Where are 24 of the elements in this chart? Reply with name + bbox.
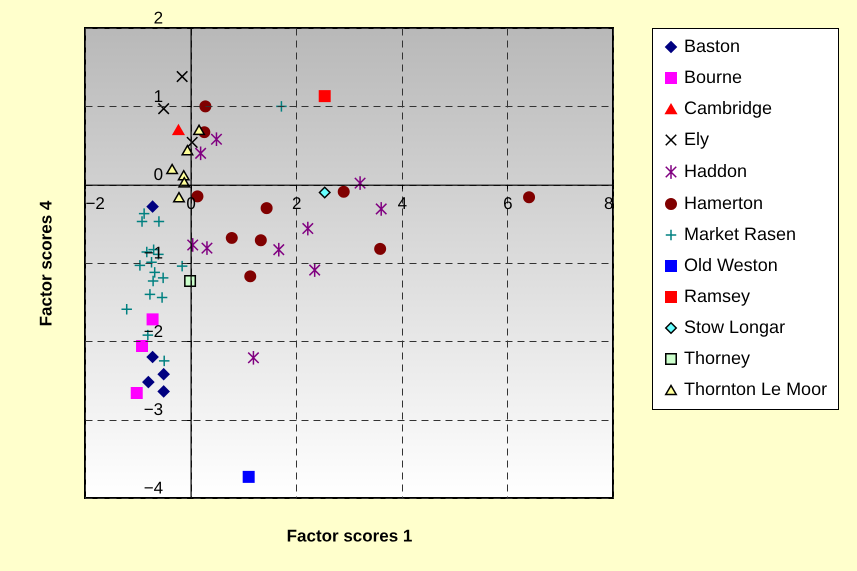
x-tick-label: 6 <box>503 194 513 214</box>
legend-label: Old Weston <box>684 255 778 275</box>
legend-label: Thorney <box>684 348 750 368</box>
y-axis-title: Factor scores 4 <box>36 200 56 326</box>
y-tick-label: 1 <box>154 86 164 106</box>
y-tick-label: 2 <box>154 8 164 28</box>
y-tick-label: 0 <box>154 165 164 184</box>
legend-label: Stow Longar <box>684 317 786 337</box>
legend-label: Baston <box>684 36 740 56</box>
x-tick-label: 4 <box>398 194 408 214</box>
legend-label: Thornton Le Moor <box>684 379 828 399</box>
x-axis-title: Factor scores 1 <box>286 526 412 546</box>
legend-label: Market Rasen <box>684 224 796 244</box>
legend-label: Bourne <box>684 67 742 87</box>
legend-label: Hamerton <box>684 193 764 213</box>
legend-label: Ely <box>684 129 710 149</box>
y-tick-label: −3 <box>144 400 164 420</box>
x-tick-label: 2 <box>292 194 302 214</box>
y-tick-label: −4 <box>144 478 164 498</box>
legend-label: Cambridge <box>684 98 772 118</box>
legend-label: Ramsey <box>684 286 750 306</box>
legend-label: Haddon <box>684 161 748 181</box>
x-tick-label: −2 <box>86 194 105 214</box>
y-tick-label: −2 <box>144 322 164 341</box>
